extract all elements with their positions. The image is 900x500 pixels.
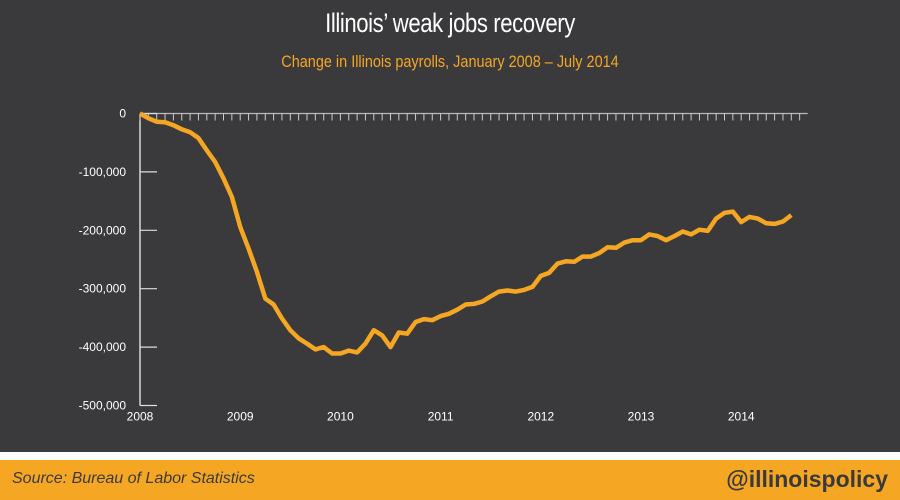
y-tick-label: -500,000 [79, 399, 127, 413]
source-note: Source: Bureau of Labor Statistics [12, 470, 255, 487]
y-tick-label: -200,000 [79, 223, 127, 237]
x-tick-label: 2014 [728, 410, 755, 424]
x-tick-label: 2013 [628, 410, 655, 424]
footer-bar: Source: Bureau of Labor Statistics @illi… [0, 460, 900, 500]
payroll-change-line [138, 111, 793, 356]
y-axis-labels: 0 -100,000 -200,000 -300,000 -400,000 -500,00… [79, 107, 127, 413]
x-tick-label: 2012 [527, 410, 554, 424]
x-tick-label: 2011 [428, 410, 454, 424]
x-axis-labels: 2008 2009 2010 2011 2012 2013 2014 [127, 410, 755, 424]
x-tick-label: 2010 [327, 410, 354, 424]
x-tick-label: 2009 [227, 410, 254, 424]
series-group [138, 111, 793, 356]
y-tick-label: 0 [119, 107, 126, 121]
social-handle: @illinoispolicy [726, 466, 888, 492]
line-chart: 0 -100,000 -200,000 -300,000 -400,000 -500,00… [79, 107, 808, 424]
axes [139, 112, 808, 407]
chart-subtitle: Change in Illinois payrolls, January 200… [281, 52, 619, 71]
chart-title: Illinois’ weak jobs recovery [325, 8, 575, 38]
x-tick-label: 2008 [127, 410, 154, 424]
y-tick-label: -300,000 [79, 282, 127, 296]
y-tick-label: -100,000 [79, 165, 127, 179]
chart-panel: Illinois’ weak jobs recovery Change in I… [0, 0, 900, 452]
y-tick-label: -400,000 [79, 340, 127, 354]
